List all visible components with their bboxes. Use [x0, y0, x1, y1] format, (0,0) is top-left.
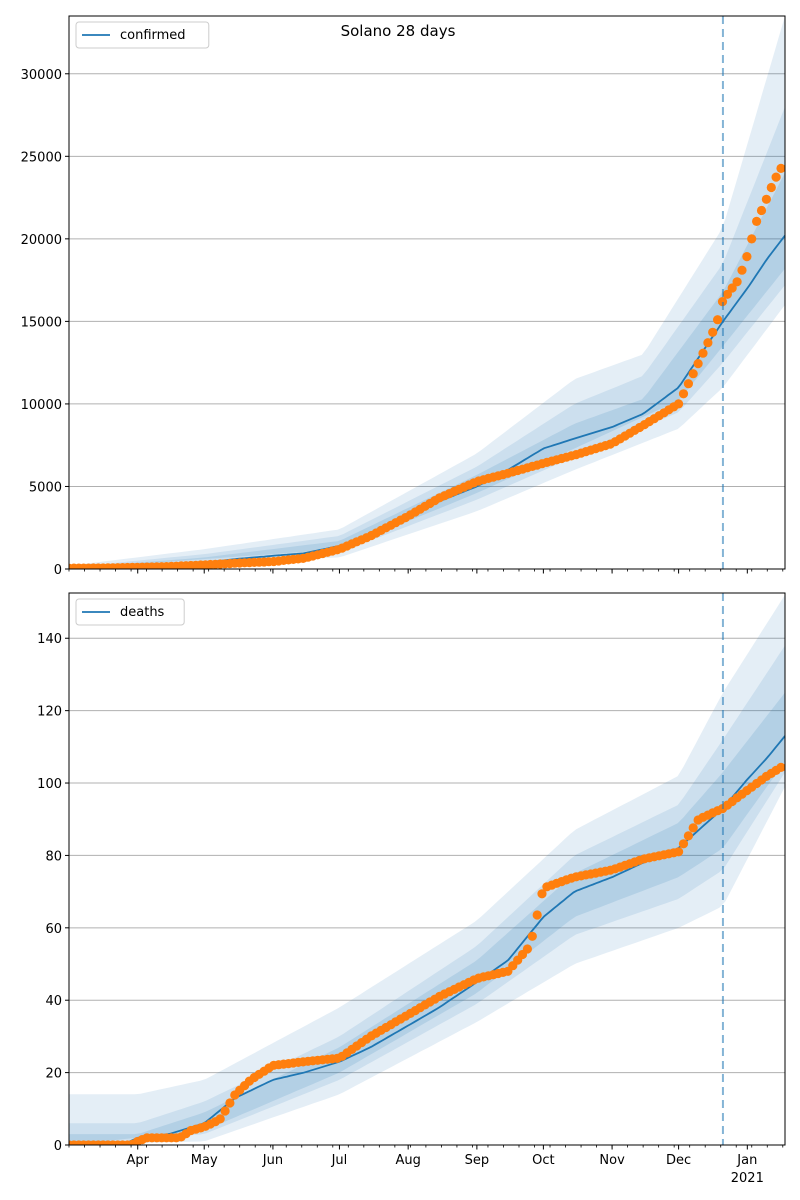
plot-area [69, 594, 785, 1145]
y-tick-label: 5000 [29, 480, 62, 495]
observed-point [703, 338, 713, 348]
legend-box [75, 21, 210, 49]
x-tick-label: Nov [599, 1153, 625, 1168]
observed-point [727, 283, 737, 293]
observed-point [678, 389, 689, 399]
x-tick-label: Jul [331, 1153, 348, 1168]
y-tick-label: 0 [54, 563, 62, 578]
observed-point [713, 315, 723, 325]
axes-frame [68, 15, 786, 570]
y-tick-label: 30000 [21, 68, 62, 83]
y-tick-label: 15000 [21, 315, 62, 330]
legend: deaths [75, 598, 185, 626]
observed-point [225, 1098, 235, 1108]
observed-point [737, 265, 747, 275]
legend-label: deaths [120, 605, 165, 620]
y-tick-label: 100 [37, 777, 62, 792]
observed-point [220, 1106, 230, 1116]
observed-point [678, 839, 689, 849]
observed-point [747, 234, 757, 244]
observed-point [693, 359, 703, 369]
figure-title: Solano 28 days [341, 22, 456, 40]
observed-point [532, 910, 542, 920]
observed-point [674, 399, 684, 409]
x-tick-year-label: 2021 [731, 1171, 764, 1186]
observed-point [688, 369, 698, 379]
observed-point [722, 289, 733, 299]
x-tick-label: Apr [126, 1153, 149, 1168]
observed-point [708, 327, 718, 337]
y-tick-label: 80 [45, 849, 62, 864]
observed-point [742, 252, 752, 262]
x-tick-label: Jan [736, 1153, 757, 1168]
y-tick-label: 10000 [21, 398, 62, 413]
x-tick-label: Sep [465, 1153, 490, 1168]
observed-points [69, 762, 785, 1145]
observed-point [215, 1114, 225, 1124]
observed-point [683, 379, 694, 389]
y-tick-label: 60 [45, 922, 62, 937]
observed-points [69, 163, 785, 569]
observed-point [522, 944, 533, 954]
observed-point [776, 163, 785, 173]
observed-point [752, 216, 762, 226]
y-tick-label: 40 [45, 994, 62, 1009]
observed-point [756, 205, 767, 216]
observed-point [527, 931, 537, 941]
observed-point [732, 277, 742, 287]
x-tick-label: Jun [262, 1153, 283, 1168]
confirmed-panel: 0 5000 10000 15000 20000 25000 30000 confirmed [21, 15, 786, 578]
legend-box [75, 598, 185, 626]
legend: confirmed [75, 21, 210, 49]
x-tick-label: May [191, 1153, 218, 1168]
observed-point [771, 172, 781, 182]
observed-point [698, 348, 708, 358]
x-tick-label: Oct [532, 1153, 554, 1168]
x-tick-label: Aug [395, 1153, 420, 1168]
y-tick-label: 0 [54, 1139, 62, 1154]
observed-point [688, 823, 698, 833]
observed-point [674, 847, 684, 857]
observed-point [717, 297, 728, 307]
observed-point [761, 194, 772, 204]
x-tick-label: Dec [666, 1153, 691, 1168]
deaths-panel: 0 20 40 60 80 100 120 140 Apr May Jun Jul Aug Sep Oct N… [37, 592, 786, 1186]
y-tick-label: 120 [37, 705, 62, 720]
y-tick-label: 140 [37, 632, 62, 647]
observed-point [776, 762, 785, 772]
plot-area [69, 16, 785, 569]
y-tick-label: 25000 [21, 150, 62, 165]
y-tick-label: 20 [45, 1067, 62, 1082]
uncertainty-band-outer [69, 16, 785, 569]
uncertainty-band-middle [69, 645, 785, 1145]
uncertainty-band-outer [69, 594, 785, 1145]
observed-point [537, 889, 547, 899]
y-tick-label: 20000 [21, 233, 62, 248]
observed-point [766, 182, 776, 193]
observed-point [683, 831, 694, 841]
axes-frame [68, 592, 786, 1146]
legend-label: confirmed [120, 28, 186, 43]
